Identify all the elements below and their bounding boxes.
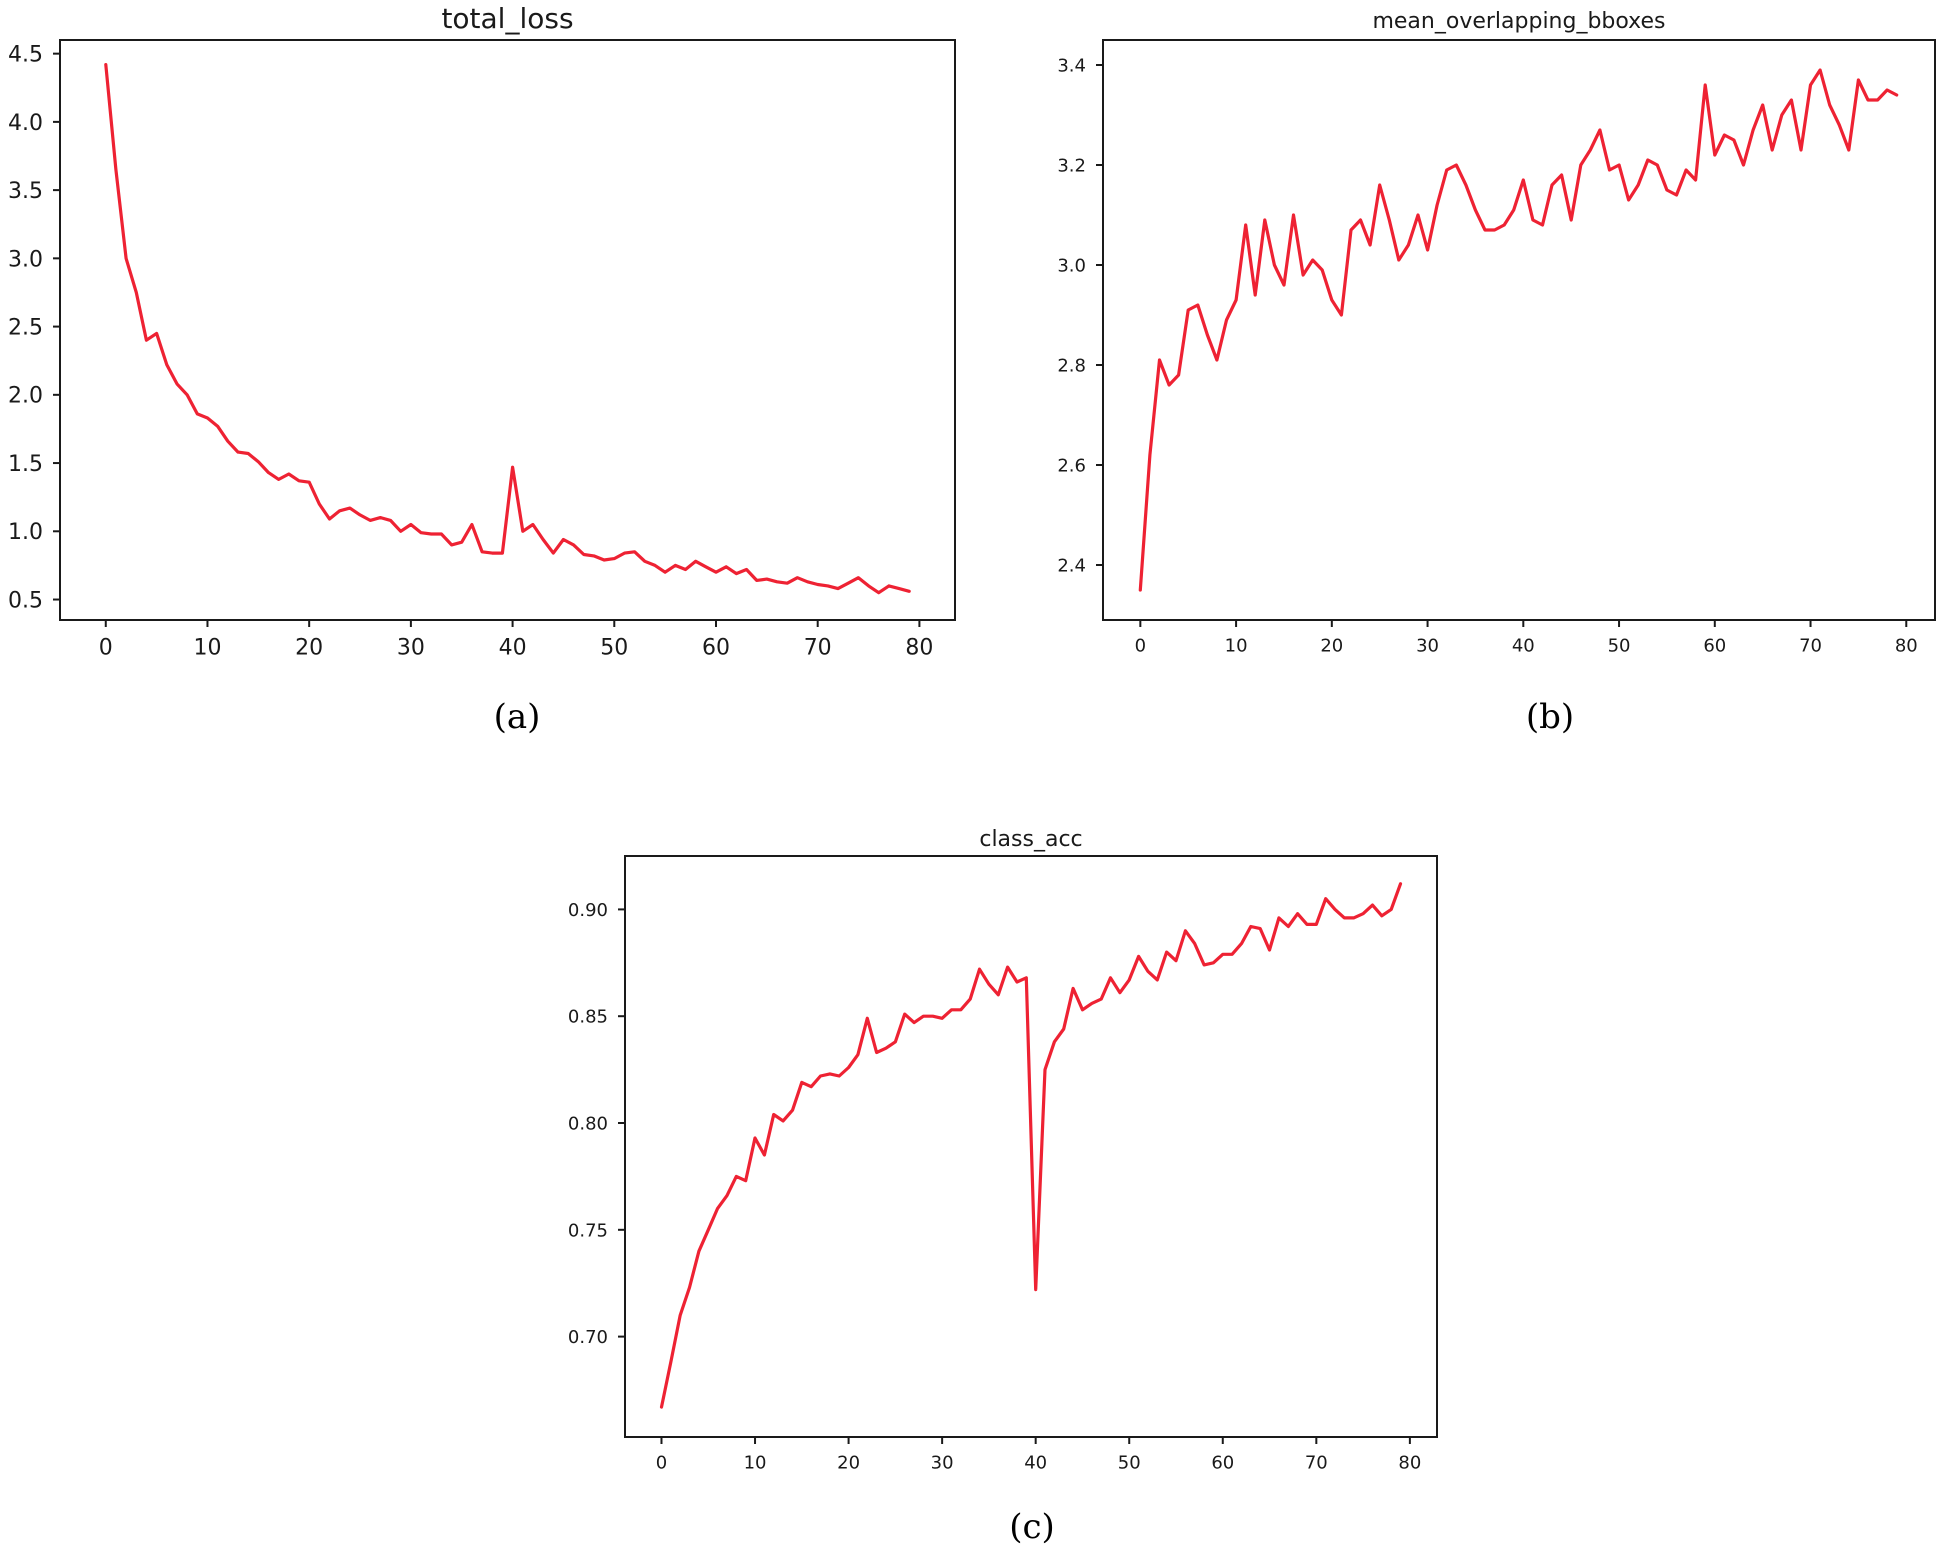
x-tick-label: 40	[1024, 1452, 1047, 1473]
x-tick-label: 50	[1118, 1452, 1141, 1473]
y-tick-label: 2.6	[1057, 455, 1086, 476]
x-tick-label: 20	[837, 1452, 860, 1473]
x-tick-label: 0	[1135, 635, 1146, 656]
x-tick-label: 30	[397, 636, 425, 661]
y-tick-label: 3.4	[1057, 55, 1086, 76]
axes-frame	[59, 39, 956, 621]
series-line	[659, 882, 1403, 1409]
x-tick-label: 60	[702, 636, 730, 661]
y-tick-label: 2.4	[1057, 555, 1086, 576]
y-tick-label: 3.2	[1057, 155, 1086, 176]
x-tick-label: 40	[1512, 635, 1535, 656]
y-tick-label: 0.70	[568, 1327, 608, 1348]
chart-title: total_loss	[441, 2, 573, 35]
panel-c: class_acc 0 10 20 30 40 50 60 70 80 0.70 0.75 0.80 0.…	[568, 827, 1438, 1547]
y-tick-label: 3.0	[8, 247, 43, 272]
panel-a: total_loss 0 10 20 30 40 50 60 70 80 0.5 1.0 1.5 2.0 2…	[8, 2, 956, 737]
y-tick-label: 2.5	[8, 316, 43, 341]
y-tick-label: 2.8	[1057, 355, 1086, 376]
series-line	[104, 62, 911, 595]
x-tick-label: 60	[1703, 635, 1726, 656]
x-tick-label: 50	[1608, 635, 1631, 656]
series-line	[1138, 68, 1899, 592]
y-tick-label: 1.0	[8, 520, 43, 545]
y-tick-label: 0.5	[8, 588, 43, 613]
chart-title: mean_overlapping_bboxes	[1372, 9, 1665, 34]
x-tick-label: 70	[804, 636, 832, 661]
axes-frame	[624, 855, 1438, 1438]
x-tick-label: 70	[1799, 635, 1822, 656]
x-tick-label: 20	[295, 636, 323, 661]
x-tick-label: 70	[1305, 1452, 1328, 1473]
panel-caption: (a)	[494, 697, 541, 737]
panel-caption: (c)	[1009, 1507, 1055, 1547]
y-tick-label: 0.80	[568, 1113, 608, 1134]
x-tick-label: 80	[1398, 1452, 1421, 1473]
x-tick-label: 30	[931, 1452, 954, 1473]
x-tick-label: 80	[905, 636, 933, 661]
x-tick-label: 10	[193, 636, 221, 661]
x-tick-label: 30	[1416, 635, 1439, 656]
y-tick-label: 0.90	[568, 900, 608, 921]
y-tick-label: 0.75	[568, 1220, 608, 1241]
x-tick-label: 0	[656, 1452, 667, 1473]
y-tick-label: 4.0	[8, 111, 43, 136]
x-tick-label: 10	[1225, 635, 1248, 656]
axes-frame	[1102, 39, 1936, 621]
x-tick-label: 60	[1211, 1452, 1234, 1473]
panel-caption: (b)	[1526, 697, 1574, 737]
y-tick-label: 3.5	[8, 179, 43, 204]
x-tick-label: 20	[1320, 635, 1343, 656]
y-tick-label: 2.0	[8, 384, 43, 409]
y-tick-label: 3.0	[1057, 255, 1086, 276]
x-tick-label: 50	[600, 636, 628, 661]
panel-b: mean_overlapping_bboxes 0 10 20 30 40 50 60 70 80…	[1057, 9, 1936, 737]
y-tick-label: 0.85	[568, 1007, 608, 1028]
x-tick-label: 0	[99, 636, 113, 661]
y-tick-label: 1.5	[8, 452, 43, 477]
x-tick-label: 40	[499, 636, 527, 661]
x-tick-label: 10	[744, 1452, 767, 1473]
chart-title: class_acc	[979, 827, 1082, 852]
x-tick-label: 80	[1895, 635, 1918, 656]
y-tick-label: 4.5	[8, 43, 43, 68]
